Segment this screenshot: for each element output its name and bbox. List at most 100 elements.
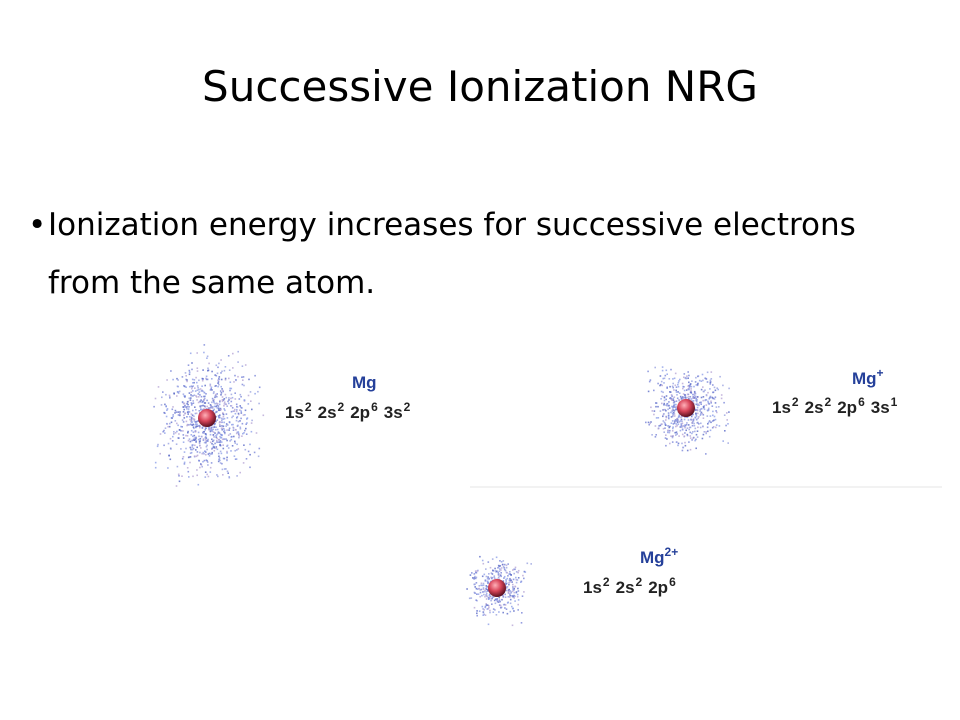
- electron-dot: [486, 608, 489, 610]
- electron-dot: [221, 396, 224, 398]
- electron-dot: [667, 416, 670, 419]
- electron-dot: [684, 377, 687, 380]
- electron-dot: [496, 570, 498, 572]
- electron-dot: [169, 437, 172, 440]
- electron-dot: [207, 402, 210, 404]
- electron-dot: [203, 399, 205, 401]
- electron-dot: [514, 600, 516, 602]
- electron-dot: [661, 366, 664, 368]
- electron-dot: [714, 402, 717, 404]
- electron-dot: [209, 441, 212, 444]
- electron-dot: [521, 612, 523, 614]
- electron-dot: [492, 570, 494, 572]
- electron-dot: [482, 562, 485, 565]
- electron-dot: [212, 431, 215, 433]
- electron-dot: [191, 446, 194, 448]
- electron-dot: [707, 423, 709, 425]
- electron-dot: [193, 437, 196, 439]
- electron-dot: [487, 590, 489, 592]
- electron-dot: [493, 575, 496, 577]
- electron-dot: [506, 602, 509, 604]
- electron-dot: [227, 472, 229, 474]
- electron-dot: [180, 430, 182, 432]
- electron-dot: [197, 386, 199, 389]
- electron-dot: [237, 432, 240, 435]
- electron-dot: [204, 436, 207, 438]
- electron-dot: [681, 426, 683, 428]
- electron-dot: [680, 398, 683, 400]
- electron-dot: [183, 414, 185, 417]
- electron-dot: [473, 583, 475, 586]
- electron-dot: [702, 396, 705, 398]
- electron-dot: [663, 382, 665, 384]
- electron-dot: [174, 412, 176, 414]
- electron-dot: [669, 397, 671, 400]
- electron-dot: [211, 378, 213, 380]
- electron-dot: [710, 371, 713, 373]
- electron-dot: [670, 368, 672, 371]
- electron-dot: [671, 415, 674, 418]
- electron-dot: [213, 408, 215, 411]
- electron-dot: [232, 415, 234, 417]
- electron-dot: [693, 424, 696, 427]
- electron-dot: [234, 449, 236, 452]
- electron-dot: [190, 397, 192, 399]
- electron-dot: [696, 436, 699, 438]
- electron-dot: [173, 392, 175, 394]
- electron-dot: [182, 456, 185, 458]
- electron-dot: [664, 408, 666, 411]
- electron-dot: [692, 397, 694, 399]
- electron-dot: [201, 379, 204, 382]
- electron-dot: [672, 423, 675, 425]
- electron-dot: [494, 602, 497, 605]
- electron-dot: [482, 611, 485, 613]
- electron-dot: [706, 409, 709, 412]
- electron-dot: [166, 422, 168, 425]
- electron-dot: [184, 395, 186, 397]
- electron-dot: [484, 614, 487, 616]
- electron-dot: [662, 409, 664, 411]
- electron-dot: [692, 418, 695, 421]
- electron-dot: [236, 449, 238, 451]
- electron-dot: [202, 369, 204, 371]
- electron-dot: [483, 573, 486, 576]
- electron-dot: [166, 408, 169, 410]
- electron-dot: [487, 596, 490, 599]
- electron-dot: [194, 431, 197, 433]
- electron-dot: [242, 376, 245, 378]
- electron-dot: [214, 402, 216, 405]
- electron-dot: [211, 389, 213, 391]
- electron-dot: [218, 455, 220, 458]
- electron-dot: [191, 439, 193, 442]
- electron-dot: [236, 475, 238, 477]
- electron-dot: [665, 419, 667, 421]
- electron-dot: [187, 470, 190, 473]
- electron-dot: [202, 390, 204, 393]
- electron-dot: [177, 424, 179, 427]
- orbital: 1s: [583, 578, 602, 597]
- electron-dot: [505, 564, 508, 567]
- electron-dot: [489, 609, 491, 612]
- electron-dot: [689, 384, 691, 387]
- electron-dot: [720, 394, 723, 396]
- electron-dot: [219, 444, 222, 447]
- electron-dot: [482, 584, 485, 587]
- electron-dot: [687, 377, 689, 379]
- electron-dot: [713, 415, 716, 418]
- electron-dot: [215, 364, 218, 367]
- electron-dot: [224, 377, 227, 380]
- electron-dot: [235, 419, 238, 422]
- electron-dot: [174, 409, 177, 412]
- electron-dot: [708, 403, 711, 405]
- electron-configuration: 1s2 2s2 2p6 3s2: [285, 400, 411, 422]
- electron-dot: [189, 456, 192, 458]
- electron-dot: [211, 438, 213, 441]
- electron-dot: [199, 451, 201, 454]
- electron-dot: [671, 430, 674, 432]
- electron-dot: [219, 443, 221, 446]
- electron-dot: [679, 395, 682, 398]
- electron-dot: [207, 464, 209, 466]
- electron-dot: [213, 447, 215, 449]
- electron-dot: [215, 426, 217, 428]
- electron-dot: [691, 432, 693, 435]
